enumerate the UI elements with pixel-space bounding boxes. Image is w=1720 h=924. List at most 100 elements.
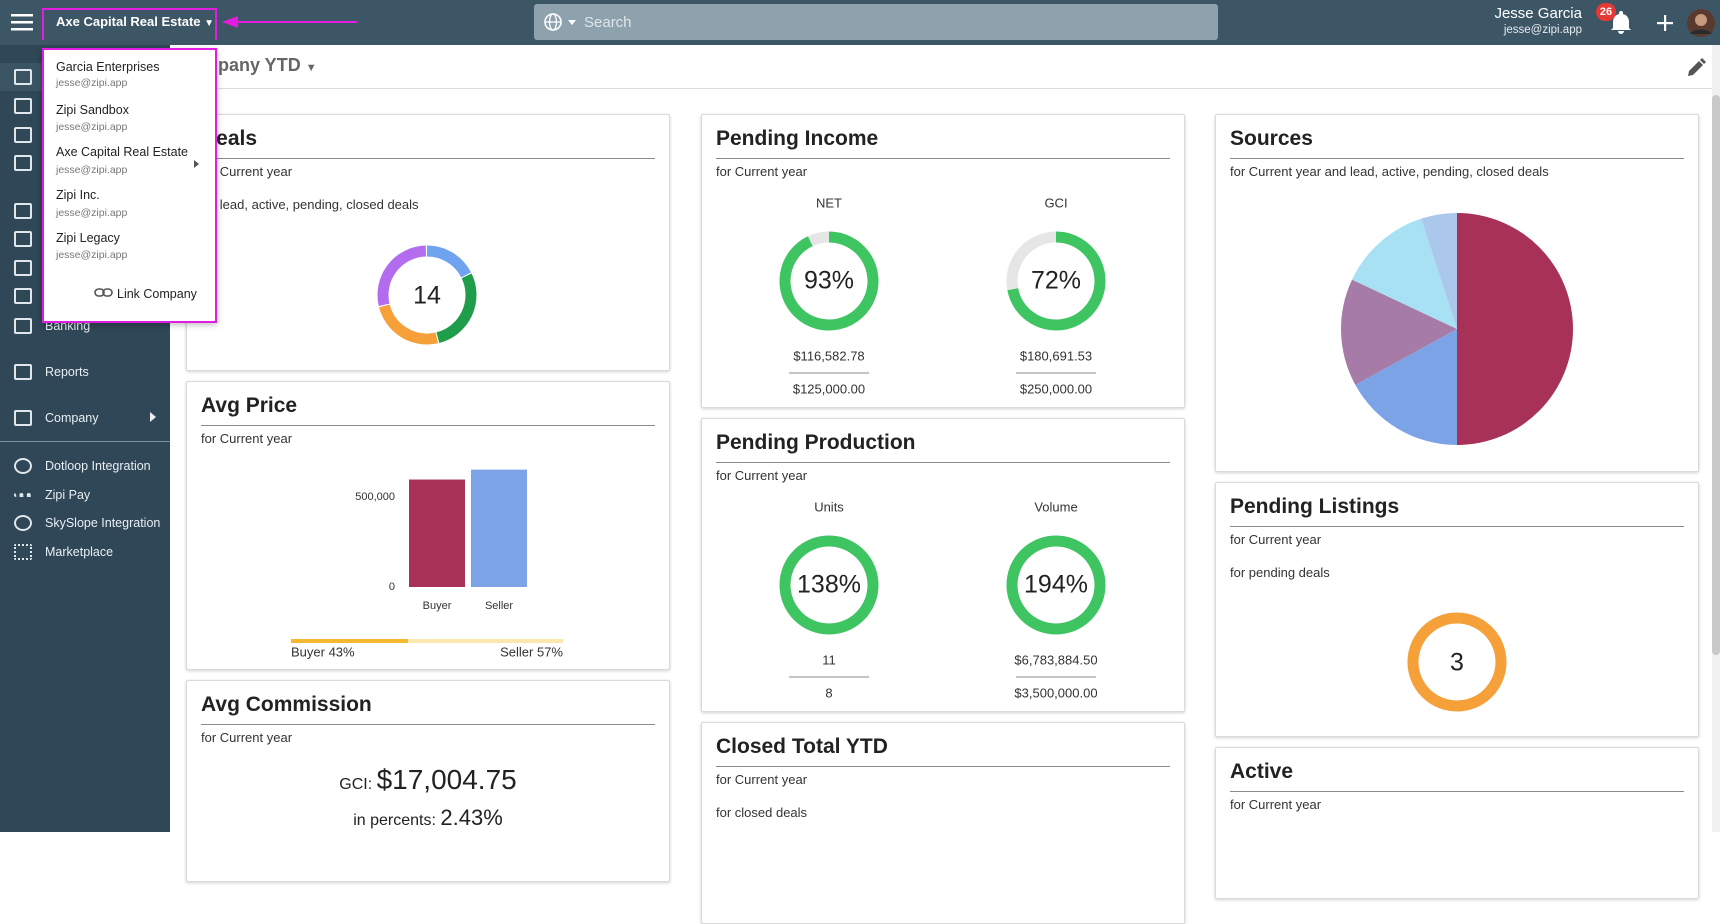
metric-percent: 138% (797, 571, 861, 599)
card-subtitle: for Current year (201, 164, 293, 179)
metric-label: GCI (1044, 195, 1067, 210)
pie-slice (1352, 218, 1457, 329)
card-title: Avg Commission (201, 693, 372, 716)
card-title: Active (1230, 760, 1294, 783)
nav-icon[interactable] (14, 98, 32, 114)
nav-icon[interactable] (14, 260, 32, 276)
split-bar (407, 639, 563, 643)
ring-arc (779, 231, 879, 331)
card-subtitle: for Current year (201, 431, 293, 446)
company-email: jesse@zipi.app (56, 121, 128, 133)
deals-chart: 14 (377, 245, 477, 345)
pending-income-card: NET 93% $116,582.78 $125,000.00 GCI 72% $180,6… (701, 114, 1185, 408)
link-company[interactable]: Link Company (117, 287, 197, 301)
gci-label: GCI: (339, 776, 373, 793)
ring-arc (1007, 231, 1106, 331)
x-tick-label: Buyer (423, 600, 452, 612)
metric-label: Units (814, 499, 844, 514)
pending-listings-card: 3 Pending Listings for Current year for … (1215, 482, 1699, 737)
divider (0, 441, 170, 442)
company-option[interactable]: Zipi Inc. (56, 188, 100, 202)
company-selector[interactable]: Axe Capital Real Estate ▼ (56, 14, 215, 29)
y-tick-label: 500,000 (355, 491, 395, 503)
nav-icon[interactable] (14, 493, 32, 497)
nav-icon[interactable] (14, 318, 32, 334)
user-info[interactable]: Jesse Garcia jesse@zipi.app (1494, 5, 1582, 36)
notifications-button[interactable] (1608, 10, 1634, 36)
nav-icon[interactable] (14, 155, 32, 171)
pointer-arrow (222, 16, 357, 28)
avatar[interactable] (1686, 8, 1716, 38)
card-subtitle: for Current year (1230, 797, 1322, 812)
nav-dotloop[interactable]: Dotloop Integration (45, 459, 151, 473)
bar (471, 469, 527, 587)
card-title: Closed Total YTD (716, 735, 888, 758)
avg-price-chart: 0 500,000 Buyer Seller Buyer 43% Seller 57% (291, 469, 563, 659)
card-title: Pending Income (716, 127, 879, 150)
metric-target: 8 (825, 685, 832, 700)
search-box[interactable]: Search (534, 4, 1218, 40)
donut-segment (377, 245, 427, 307)
company-option[interactable]: Zipi Legacy (56, 231, 120, 245)
pie-slice (1457, 213, 1573, 445)
metric-value: $180,691.53 (1020, 348, 1092, 363)
donut-segment (379, 304, 439, 345)
nav-icon[interactable] (14, 364, 32, 380)
header-divider (170, 88, 1712, 89)
nav-icon[interactable] (14, 515, 32, 531)
active-card: Active for Current year (1215, 747, 1699, 899)
nav-icon[interactable] (14, 203, 32, 219)
avg-price-card: 0 500,000 Buyer Seller Buyer 43% Seller 57% A… (186, 381, 670, 670)
nav-icon[interactable] (14, 69, 32, 85)
nav-company[interactable]: Company (45, 411, 99, 425)
submenu-arrow (194, 160, 199, 168)
pending-listings-ring: 3 (1407, 612, 1507, 712)
user-email: jesse@zipi.app (1503, 24, 1582, 36)
nav-reports[interactable]: Reports (45, 365, 89, 379)
company-option[interactable]: Zipi Sandbox (56, 103, 129, 117)
card-filter: for lead, active, pending, closed deals (201, 197, 419, 212)
listing-count: 3 (1450, 649, 1464, 677)
card-title: Pending Production (716, 431, 916, 454)
bar (409, 479, 465, 587)
metric-value: $116,582.78 (793, 348, 864, 363)
card-subtitle: for Current year and lead, active, pendi… (1230, 164, 1549, 179)
nav-icon[interactable] (14, 127, 32, 143)
submenu-arrow (150, 412, 156, 422)
menu-button[interactable] (11, 12, 35, 32)
company-email: jesse@zipi.app (56, 77, 128, 89)
ring-arc (1006, 535, 1106, 635)
company-email: jesse@zipi.app (56, 164, 128, 176)
pie-slice (1355, 329, 1457, 445)
company-option[interactable]: Garcia Enterprises (56, 60, 160, 74)
metric-value: $6,783,884.50 (1014, 652, 1097, 667)
nav-icon[interactable] (14, 231, 32, 247)
company-option[interactable]: Axe Capital Real Estate (56, 145, 189, 159)
avg-commission-card: Avg Commission for Current year GCI: $17… (186, 680, 670, 882)
link-icon (94, 288, 113, 297)
edit-button[interactable] (1686, 58, 1706, 78)
search-icon (544, 13, 576, 31)
add-button[interactable] (1656, 14, 1674, 32)
ring-arc (779, 535, 879, 635)
nav-icon[interactable] (14, 458, 32, 474)
user-name: Jesse Garcia (1494, 5, 1582, 22)
company-email: jesse@zipi.app (56, 249, 128, 261)
company-dropdown: Garcia Enterprises jesse@zipi.app Zipi S… (42, 48, 217, 323)
card-subtitle: for Current year (1230, 532, 1322, 547)
metric-target: $250,000.00 (1020, 381, 1092, 396)
card-title: Avg Price (201, 394, 298, 417)
nav-icon[interactable] (14, 288, 32, 304)
y-tick-label: 0 (389, 581, 395, 593)
nav-icon[interactable] (14, 544, 32, 560)
percent-value: 2.43% (440, 805, 503, 830)
percent-label: in percents: (353, 812, 436, 829)
closed-total-card: Closed Total YTD for Current year for cl… (701, 722, 1185, 924)
nav-zipi-pay[interactable]: Zipi Pay (45, 488, 91, 502)
metric-percent: 93% (804, 267, 854, 295)
company-name: Axe Capital Real Estate (56, 14, 201, 29)
nav-icon[interactable] (14, 410, 32, 426)
nav-skyslope[interactable]: SkySlope Integration (45, 516, 161, 530)
nav-marketplace[interactable]: Marketplace (45, 545, 114, 559)
